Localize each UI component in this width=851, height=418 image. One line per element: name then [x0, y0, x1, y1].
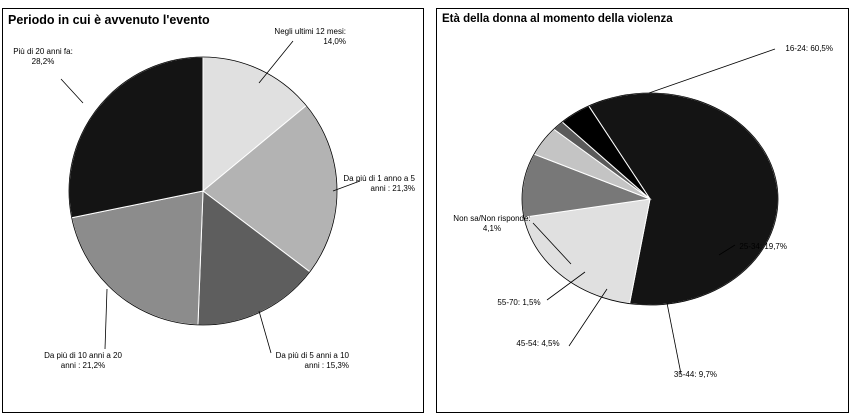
slice-label: Negli ultimi 12 mesi: 14,0%: [274, 27, 346, 46]
slice-label: 35-44: 9,7%: [674, 370, 717, 379]
chart-panel-age: Età della donna al momento della violenz…: [436, 8, 849, 413]
leader-line: [104, 288, 108, 350]
leader-line: [568, 288, 608, 347]
leader-line: [332, 180, 361, 192]
leader-line: [60, 78, 84, 104]
leader-line: [718, 244, 736, 256]
chart-title: Età della donna al momento della violenz…: [442, 13, 673, 25]
pie-chart-period: Negli ultimi 12 mesi: 14,0% Da più di 1 an…: [13, 27, 415, 370]
leader-line: [532, 222, 572, 265]
slice-label: 25-34: 19,7%: [739, 242, 787, 251]
leader-line: [546, 271, 586, 301]
slice-label: Da più di 10 anni a 20 anni : 21,2%: [44, 351, 122, 370]
leader-line: [648, 48, 776, 94]
slice-label: Non sa/Non risponde: 4,1%: [453, 214, 530, 233]
pie-chart-age: 16-24: 60,5% 25-34: 19,7% 35-44: 9,7% 45-54…: [453, 44, 833, 379]
pie-outline: [68, 56, 338, 326]
slice-label: 16-24: 60,5%: [785, 44, 833, 53]
slice-label: 45-54: 4,5%: [516, 339, 559, 348]
leader-line: [258, 40, 294, 84]
slice-label: Da più di 5 anni a 10 anni : 15,3%: [276, 351, 350, 370]
chart-title: Periodo in cui è avvenuto l'evento: [8, 13, 210, 27]
slice-label: Da più di 1 anno a 5 anni : 21,3%: [343, 174, 415, 193]
leader-line: [666, 302, 682, 375]
slice-label: Più di 20 anni fa: 28,2%: [13, 47, 73, 66]
leader-line: [258, 310, 272, 354]
slice-label: 55-70: 1,5%: [497, 298, 540, 307]
chart-panel-period: Periodo in cui è avvenuto l'evento Negli…: [2, 8, 424, 413]
pie-slice: [68, 56, 204, 219]
